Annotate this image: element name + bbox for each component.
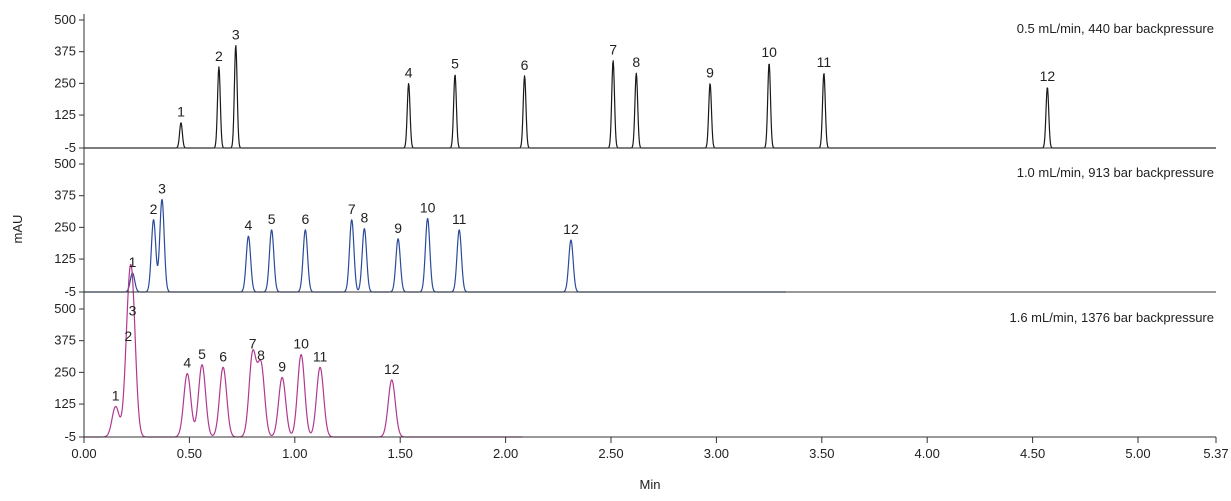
x-tick-label: 0.00 — [71, 446, 96, 461]
x-tick-label: 5.37 — [1203, 446, 1228, 461]
peak-label-6: 6 — [521, 57, 529, 73]
y-tick-label: 375 — [54, 44, 76, 59]
peak-label-4: 4 — [183, 355, 191, 371]
panel-3-condition-label: 1.6 mL/min, 1376 bar backpressure — [1010, 310, 1215, 325]
peak-label-11: 11 — [817, 54, 832, 70]
peak-label-4: 4 — [405, 64, 413, 80]
peak-label-8: 8 — [632, 54, 640, 70]
peak-label-10: 10 — [761, 44, 777, 60]
peak-label-4: 4 — [245, 217, 253, 233]
y-tick-label: 125 — [54, 251, 76, 266]
x-tick-label: 2.50 — [598, 446, 623, 461]
peak-label-7: 7 — [249, 336, 257, 352]
peak-label-6: 6 — [301, 211, 309, 227]
peak-label-9: 9 — [278, 358, 286, 374]
x-tick-label: 3.50 — [809, 446, 834, 461]
y-tick-label: 125 — [54, 107, 76, 122]
x-tick-label: 5.00 — [1125, 446, 1150, 461]
x-tick-label: 1.00 — [282, 446, 307, 461]
y-tick-label: -5 — [64, 284, 76, 299]
peak-label-8: 8 — [360, 210, 368, 226]
peak-label-2: 2 — [124, 328, 132, 344]
x-tick-label: 4.00 — [915, 446, 940, 461]
panel-1-condition-label: 0.5 mL/min, 440 bar backpressure — [1017, 21, 1214, 36]
peak-label-11: 11 — [313, 348, 328, 364]
y-axis-title: mAU — [10, 215, 25, 244]
y-tick-label: -5 — [64, 140, 76, 155]
peak-label-7: 7 — [348, 201, 356, 217]
x-tick-label: 2.00 — [493, 446, 518, 461]
y-tick-label: 125 — [54, 396, 76, 411]
peak-label-3: 3 — [129, 303, 137, 319]
peak-label-10: 10 — [420, 199, 436, 215]
panel-2-condition-label: 1.0 mL/min, 913 bar backpressure — [1017, 165, 1214, 180]
y-tick-label: 250 — [54, 75, 76, 90]
y-tick-label: 250 — [54, 364, 76, 379]
peak-label-2: 2 — [215, 48, 223, 64]
peak-label-12: 12 — [384, 361, 400, 377]
y-tick-label: 500 — [54, 156, 76, 171]
y-tick-label: 500 — [54, 301, 76, 316]
x-tick-label: 3.00 — [704, 446, 729, 461]
y-tick-label: 375 — [54, 333, 76, 348]
peak-label-5: 5 — [268, 211, 276, 227]
peak-label-5: 5 — [198, 346, 206, 362]
peak-label-11: 11 — [452, 211, 467, 227]
peak-label-9: 9 — [706, 64, 714, 80]
axes-layer — [79, 14, 1217, 443]
peak-label-6: 6 — [219, 348, 227, 364]
peak-label-5: 5 — [451, 55, 459, 71]
y-tick-label: 250 — [54, 219, 76, 234]
x-axis-title: Min — [640, 477, 661, 492]
peak-label-1: 1 — [112, 388, 120, 404]
peak-label-10: 10 — [293, 336, 309, 352]
panel-1-trace — [83, 45, 1217, 149]
peak-label-1: 1 — [177, 104, 185, 120]
peak-label-1: 1 — [129, 254, 137, 270]
peak-label-2: 2 — [150, 201, 158, 217]
x-tick-label: 4.50 — [1020, 446, 1045, 461]
trace-layer — [83, 45, 1217, 438]
y-tick-label: 375 — [54, 188, 76, 203]
peak-label-9: 9 — [394, 220, 402, 236]
peak-label-12: 12 — [563, 221, 579, 237]
x-tick-label: 1.50 — [388, 446, 413, 461]
y-tick-label: 500 — [54, 12, 76, 27]
peak-label-7: 7 — [609, 42, 617, 58]
peak-label-12: 12 — [1040, 68, 1056, 84]
peak-label-3: 3 — [158, 180, 166, 196]
x-tick-label: 0.50 — [177, 446, 202, 461]
peak-label-3: 3 — [232, 26, 240, 42]
peak-label-8: 8 — [257, 347, 265, 363]
y-tick-label: -5 — [64, 429, 76, 444]
